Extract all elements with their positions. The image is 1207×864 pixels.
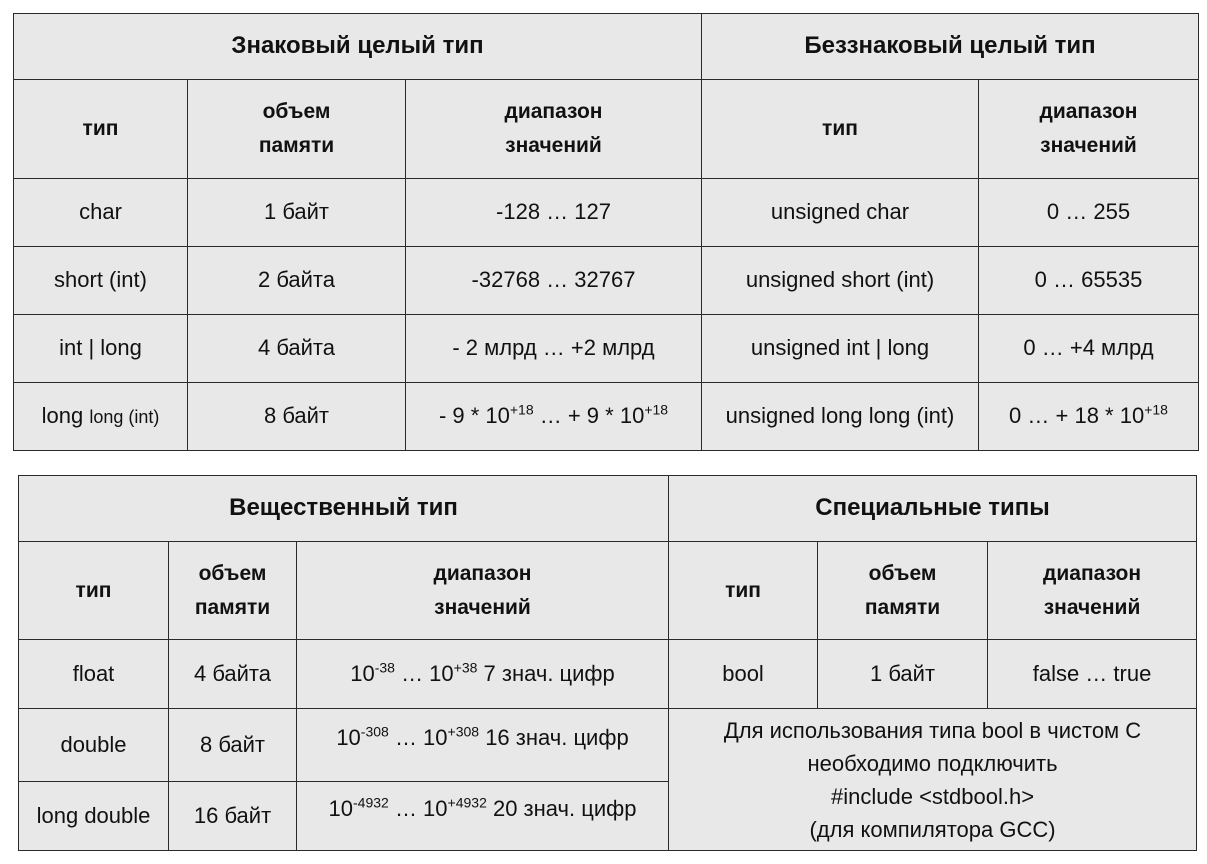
type-cell: long long (int) bbox=[13, 382, 188, 451]
signed-size-header: объем памяти bbox=[187, 79, 406, 179]
special-type-header: тип bbox=[668, 541, 819, 640]
unsigned-title: Беззнаковый целый тип bbox=[701, 13, 1199, 80]
signed-title: Знаковый целый тип bbox=[13, 13, 702, 80]
unsigned-range-cell: 0 … 255 bbox=[978, 178, 1199, 247]
unsigned-range-cell: 0 … + 18 * 10+18 bbox=[978, 382, 1199, 451]
range-cell: - 2 млрд … +2 млрд bbox=[405, 314, 702, 383]
real-range-header: диапазон значений bbox=[295, 541, 670, 640]
unsigned-range-cell: 0 … 65535 bbox=[978, 246, 1199, 315]
signed-range-header: диапазон значений bbox=[405, 79, 702, 179]
unsigned-range-header: диапазон значений bbox=[978, 79, 1199, 179]
size-cell: 1 байт bbox=[187, 178, 406, 247]
type-cell: int | long bbox=[13, 314, 188, 383]
special-range-cell: false … true bbox=[987, 639, 1198, 709]
type-cell: float bbox=[18, 639, 169, 709]
type-cell: double bbox=[18, 708, 169, 782]
special-size-header: объем памяти bbox=[817, 541, 989, 640]
range-cell: 10-4932 … 10+4932 20 знач. цифр bbox=[295, 781, 670, 851]
range-cell: -128 … 127 bbox=[405, 178, 702, 247]
real-size-header: объем памяти bbox=[168, 541, 297, 640]
unsigned-type-cell: unsigned char bbox=[701, 178, 979, 247]
table-row: long double 16 байт 10-4932 … 10+4932 20… bbox=[18, 781, 1197, 851]
table-row: float 4 байта 10-38 … 10+38 7 знач. цифр… bbox=[18, 639, 1198, 709]
size-cell: 8 байт bbox=[187, 382, 406, 451]
type-cell: long double bbox=[18, 781, 169, 851]
type-cell: short (int) bbox=[13, 246, 188, 315]
unsigned-type-cell: unsigned int | long bbox=[701, 314, 979, 383]
special-range-header: диапазон значений bbox=[987, 541, 1198, 640]
table-row: int | long 4 байта - 2 млрд … +2 млрд un… bbox=[13, 314, 1199, 383]
table-row: double 8 байт 10-308 … 10+308 16 знач. ц… bbox=[18, 708, 1198, 851]
size-cell: 4 байта bbox=[168, 639, 297, 709]
unsigned-type-cell: unsigned short (int) bbox=[701, 246, 979, 315]
size-cell: 4 байта bbox=[187, 314, 406, 383]
real-type-header: тип bbox=[18, 541, 169, 640]
table-row: long long (int) 8 байт - 9 * 10+18 … + 9… bbox=[13, 382, 1199, 451]
range-cell: -32768 … 32767 bbox=[405, 246, 702, 315]
unsigned-type-cell: unsigned long long (int) bbox=[701, 382, 979, 451]
special-type-cell: bool bbox=[668, 639, 819, 709]
range-cell: 10-38 … 10+38 7 знач. цифр bbox=[295, 639, 670, 709]
table-row: short (int) 2 байта -32768 … 32767 unsig… bbox=[13, 246, 1199, 315]
type-cell: char bbox=[13, 178, 188, 247]
size-cell: 8 байт bbox=[168, 708, 297, 782]
range-cell: - 9 * 10+18 … + 9 * 10+18 bbox=[405, 382, 702, 451]
real-title: Вещественный тип bbox=[17, 475, 670, 542]
integer-types-table: Знаковый целый тип Беззнаковый целый тип… bbox=[13, 13, 1199, 451]
signed-type-header: тип bbox=[13, 79, 188, 179]
size-cell: 16 байт bbox=[168, 781, 297, 851]
range-cell: 10-308 … 10+308 16 знач. цифр bbox=[295, 708, 670, 782]
special-title: Специальные типы bbox=[668, 475, 1198, 542]
bool-note: Для использования типа bool в чистом С н… bbox=[668, 708, 1198, 851]
table-row: char 1 байт -128 … 127 unsigned char 0 …… bbox=[13, 178, 1199, 247]
special-size-cell: 1 байт bbox=[817, 639, 989, 709]
unsigned-type-header: тип bbox=[701, 79, 979, 179]
size-cell: 2 байта bbox=[187, 246, 406, 315]
unsigned-range-cell: 0 … +4 млрд bbox=[978, 314, 1199, 383]
real-special-types-table: Вещественный тип Специальные типы тип об… bbox=[17, 475, 1198, 851]
